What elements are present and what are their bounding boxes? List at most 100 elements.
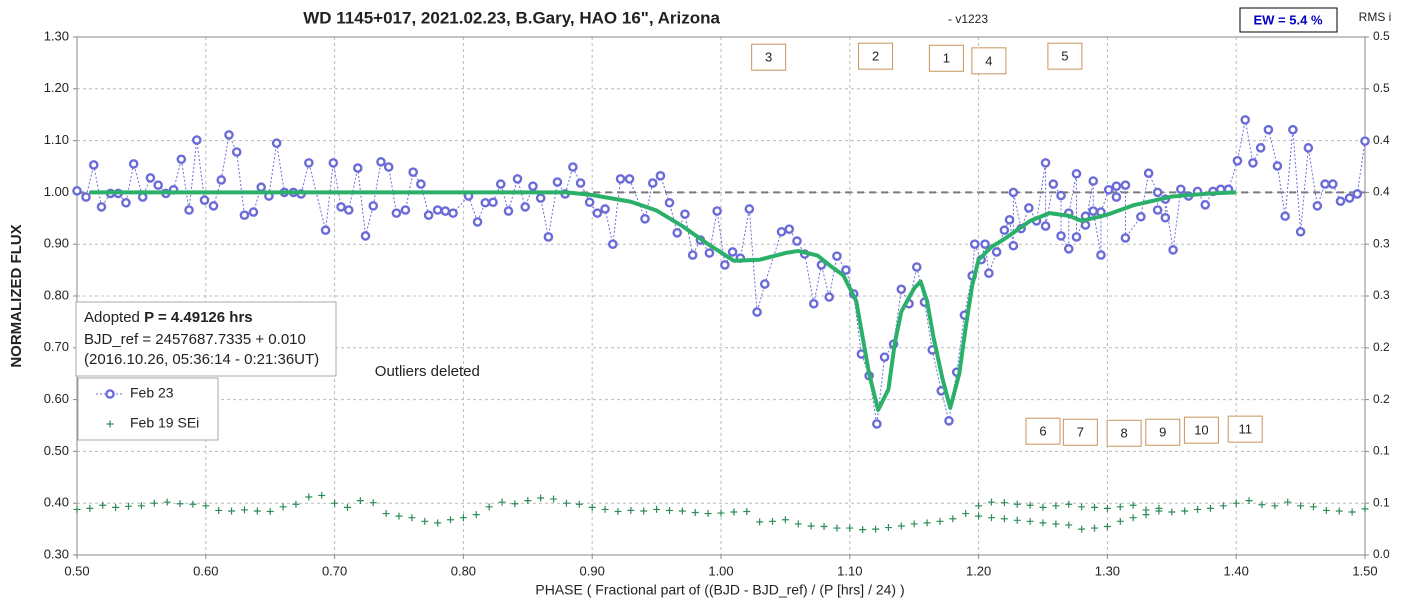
data-point (562, 499, 570, 507)
data-point (550, 495, 558, 503)
data-point (991, 247, 1002, 257)
y-tick-label: 0.50 (44, 443, 69, 458)
data-point (447, 516, 455, 524)
data-point (1181, 507, 1189, 515)
data-point (936, 517, 944, 525)
data-point (88, 160, 99, 170)
data-point (846, 524, 854, 532)
data-point (999, 225, 1010, 236)
annotation-box (971, 47, 1007, 75)
data-point (655, 171, 666, 181)
annotation-box (1227, 415, 1263, 443)
data-point (984, 268, 994, 279)
data-point (859, 526, 867, 534)
data-point (794, 520, 802, 528)
data-point (72, 186, 82, 196)
data-point (624, 174, 635, 184)
data-point (614, 507, 622, 515)
data-point (1352, 189, 1363, 199)
y-tick-label: 1.20 (44, 80, 69, 95)
data-point (687, 250, 698, 260)
data-point (1111, 181, 1122, 191)
data-point (1312, 201, 1323, 211)
data-point (584, 197, 595, 208)
data-point (1026, 501, 1034, 509)
data-point (224, 130, 234, 140)
annotation-label: 5 (1061, 49, 1068, 64)
data-point (305, 493, 313, 501)
data-point (744, 204, 755, 214)
x-tick-label: 1.30 (1095, 563, 1120, 578)
y2-tick-label: 0.5 (1373, 29, 1390, 43)
info-bold: P = 4.49126 hrs (144, 309, 253, 326)
data-point (680, 209, 690, 219)
data-point (368, 201, 379, 211)
annotation-box (928, 44, 964, 72)
data-point (472, 511, 480, 519)
data-point (318, 491, 326, 499)
data-point (949, 515, 957, 523)
data-point (720, 260, 730, 270)
data-point (228, 507, 236, 515)
data-point (1129, 501, 1137, 509)
data-point (440, 206, 451, 216)
data-point (239, 210, 250, 220)
data-point (1320, 179, 1330, 189)
data-point (769, 517, 777, 525)
data-point (664, 197, 675, 208)
data-point (1322, 506, 1330, 514)
data-point (552, 177, 563, 187)
data-point (759, 279, 770, 289)
data-point (1040, 158, 1051, 168)
legend-label: Feb 23 (130, 385, 174, 401)
annotation-box (858, 42, 894, 70)
data-point (1136, 211, 1146, 222)
legend-box (77, 377, 219, 441)
data-point (208, 201, 219, 211)
data-point (176, 154, 187, 165)
data-point (495, 179, 506, 189)
data-point (480, 197, 491, 208)
y-tick-label: 0.40 (44, 495, 69, 510)
data-point (833, 524, 841, 532)
data-point (784, 224, 795, 234)
data-point (199, 195, 210, 205)
data-point (1360, 136, 1370, 146)
data-point (975, 502, 983, 510)
data-point (1263, 124, 1274, 135)
x-tick-label: 0.90 (580, 563, 605, 578)
annotation-label: 11 (1238, 422, 1252, 437)
series-line (76, 119, 1366, 425)
legend-marker (106, 420, 114, 428)
chart-subtitle: - v1223 (948, 12, 988, 26)
x-axis-title: PHASE ( Fractional part of ((BJD - BJD_r… (535, 582, 904, 598)
data-point (1116, 517, 1124, 525)
y2-tick-label: 0.4 (1373, 185, 1390, 199)
data-point (896, 284, 907, 295)
data-point (678, 507, 686, 515)
y2-tick-label: 0.3 (1373, 236, 1390, 250)
data-point (356, 497, 364, 505)
data-point (1258, 501, 1266, 509)
data-point (1284, 498, 1292, 506)
data-point (1309, 503, 1317, 511)
x-tick-label: 0.80 (451, 563, 476, 578)
data-point (1120, 233, 1131, 243)
data-point (1271, 502, 1279, 510)
data-point (781, 516, 789, 524)
info-line: BJD_ref = 2457687.7335 + 0.010 (84, 331, 306, 348)
data-point (99, 501, 107, 509)
data-point (672, 228, 683, 238)
data-point (1004, 215, 1015, 225)
data-point (163, 498, 171, 506)
data-point (448, 208, 458, 218)
data-point (1024, 203, 1034, 213)
data-point (640, 507, 648, 515)
annotation-label: 8 (1121, 426, 1128, 441)
y-tick-label: 0.70 (44, 339, 69, 354)
data-point (1328, 179, 1338, 189)
data-point (665, 506, 673, 514)
data-point (485, 503, 493, 511)
data-point (1071, 232, 1082, 242)
annotation-label: 4 (985, 53, 992, 68)
